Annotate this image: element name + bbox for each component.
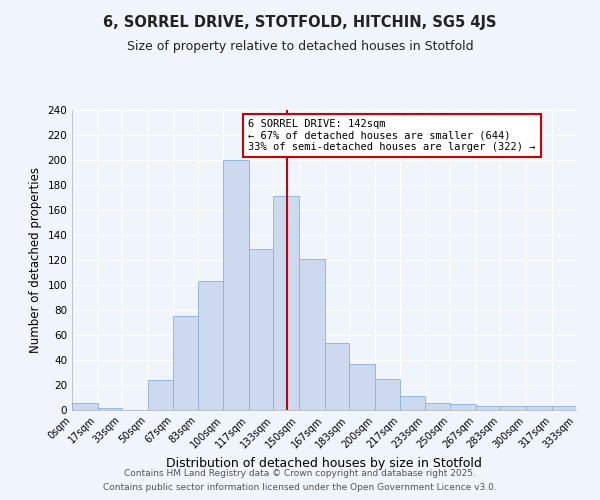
Text: Contains public sector information licensed under the Open Government Licence v3: Contains public sector information licen… bbox=[103, 484, 497, 492]
Text: 6, SORREL DRIVE, STOTFOLD, HITCHIN, SG5 4JS: 6, SORREL DRIVE, STOTFOLD, HITCHIN, SG5 … bbox=[103, 15, 497, 30]
X-axis label: Distribution of detached houses by size in Stotfold: Distribution of detached houses by size … bbox=[166, 456, 482, 469]
Bar bbox=[425, 402, 451, 410]
Bar bbox=[476, 406, 500, 410]
Bar bbox=[500, 406, 526, 410]
Bar bbox=[400, 396, 425, 410]
Bar bbox=[173, 316, 197, 410]
Bar bbox=[197, 281, 223, 410]
Text: Size of property relative to detached houses in Stotfold: Size of property relative to detached ho… bbox=[127, 40, 473, 53]
Bar bbox=[349, 364, 375, 410]
Bar bbox=[451, 404, 476, 410]
Bar bbox=[249, 248, 273, 410]
Bar bbox=[273, 196, 299, 410]
Bar bbox=[148, 380, 173, 410]
Bar bbox=[299, 259, 325, 410]
Bar bbox=[98, 408, 122, 410]
Bar bbox=[325, 342, 349, 410]
Bar bbox=[375, 379, 400, 410]
Y-axis label: Number of detached properties: Number of detached properties bbox=[29, 167, 42, 353]
Text: 6 SORREL DRIVE: 142sqm
← 67% of detached houses are smaller (644)
33% of semi-de: 6 SORREL DRIVE: 142sqm ← 67% of detached… bbox=[248, 119, 536, 152]
Bar bbox=[223, 160, 249, 410]
Bar bbox=[552, 406, 576, 410]
Bar bbox=[72, 402, 98, 410]
Text: Contains HM Land Registry data © Crown copyright and database right 2025.: Contains HM Land Registry data © Crown c… bbox=[124, 468, 476, 477]
Bar bbox=[526, 406, 552, 410]
